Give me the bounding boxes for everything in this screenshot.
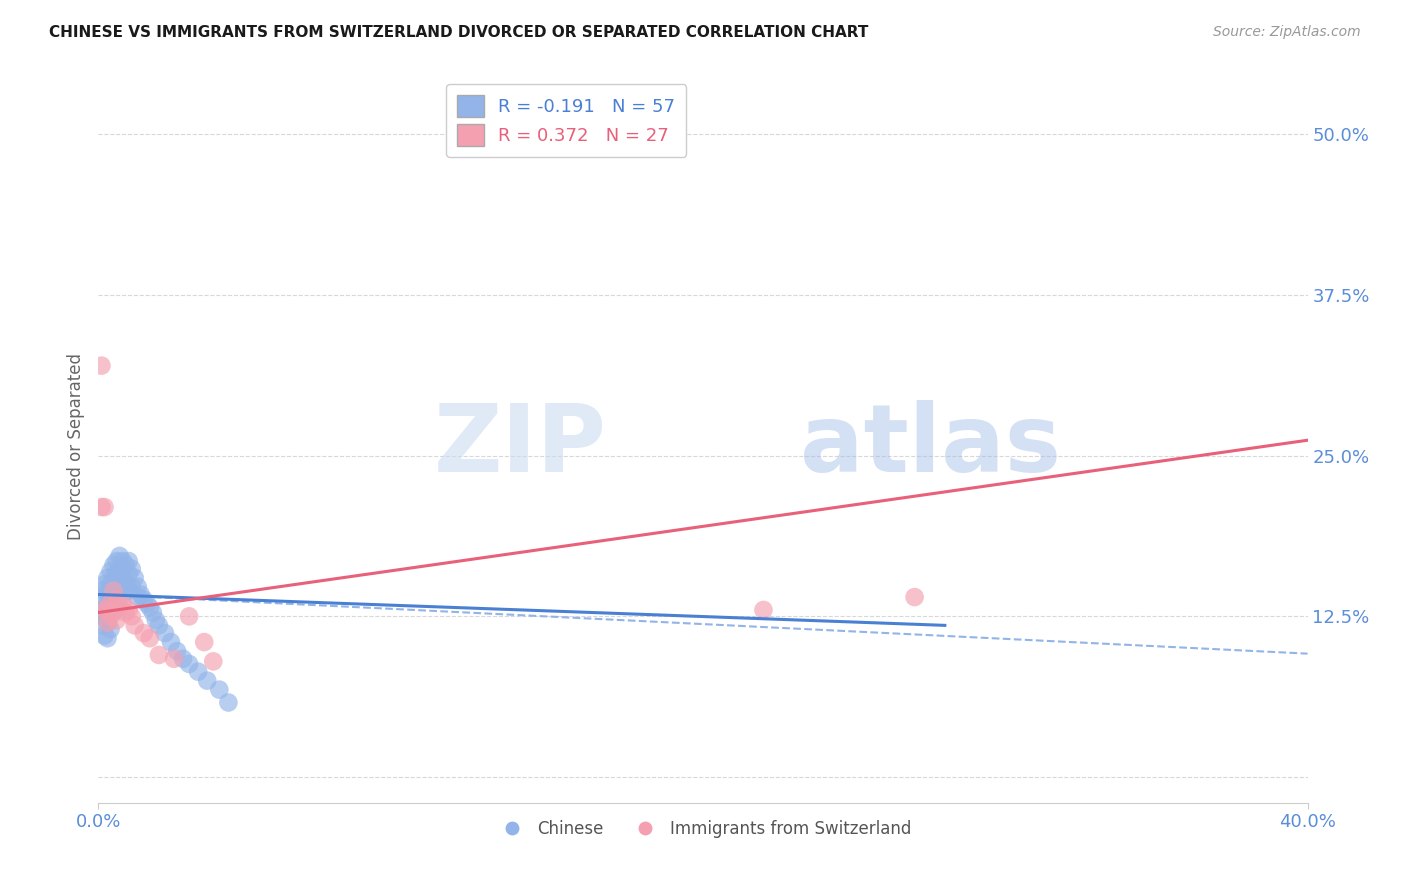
- Point: [121, 580, 143, 594]
- Point: [100, 609, 122, 624]
- Point: [127, 590, 149, 604]
- Point: [100, 606, 122, 620]
- Point: [105, 600, 128, 615]
- Point: [111, 587, 134, 601]
- Point: [193, 635, 215, 649]
- Point: [93, 500, 115, 514]
- Point: [132, 592, 155, 607]
- Point: [145, 613, 167, 627]
- Point: [108, 600, 131, 615]
- Point: [124, 618, 146, 632]
- Point: [90, 583, 112, 598]
- Point: [93, 609, 115, 624]
- Point: [103, 583, 125, 598]
- Point: [127, 580, 149, 594]
- Point: [100, 597, 122, 611]
- Point: [105, 592, 128, 607]
- Point: [96, 597, 118, 611]
- Point: [124, 571, 146, 585]
- Point: [118, 583, 141, 598]
- Point: [904, 590, 927, 604]
- Point: [166, 644, 188, 658]
- Point: [103, 587, 125, 601]
- Point: [111, 571, 134, 585]
- Point: [105, 583, 128, 598]
- Text: ZIP: ZIP: [433, 400, 606, 492]
- Point: [179, 609, 201, 624]
- Point: [103, 558, 125, 572]
- Point: [114, 577, 136, 591]
- Point: [752, 603, 775, 617]
- Point: [96, 631, 118, 645]
- Y-axis label: Divorced or Separated: Divorced or Separated: [66, 352, 84, 540]
- Point: [142, 606, 165, 620]
- Point: [217, 696, 239, 710]
- Point: [163, 652, 186, 666]
- Text: Source: ZipAtlas.com: Source: ZipAtlas.com: [1213, 25, 1361, 39]
- Point: [93, 603, 115, 617]
- Point: [148, 648, 170, 662]
- Point: [103, 606, 125, 620]
- Point: [172, 652, 194, 666]
- Point: [179, 657, 201, 671]
- Point: [103, 571, 125, 585]
- Point: [160, 635, 183, 649]
- Point: [132, 626, 155, 640]
- Point: [114, 558, 136, 572]
- Point: [96, 615, 118, 630]
- Point: [139, 600, 162, 615]
- Point: [118, 566, 141, 581]
- Point: [90, 618, 112, 632]
- Point: [90, 603, 112, 617]
- Point: [129, 587, 152, 601]
- Point: [121, 562, 143, 576]
- Point: [135, 597, 157, 611]
- Point: [96, 615, 118, 630]
- Point: [105, 566, 128, 581]
- Point: [93, 629, 115, 643]
- Point: [100, 577, 122, 591]
- Point: [96, 571, 118, 585]
- Point: [105, 613, 128, 627]
- Point: [118, 554, 141, 568]
- Point: [90, 500, 112, 514]
- Point: [139, 631, 162, 645]
- Point: [153, 626, 176, 640]
- Point: [195, 673, 218, 688]
- Point: [100, 565, 122, 579]
- Legend: Chinese, Immigrants from Switzerland: Chinese, Immigrants from Switzerland: [488, 814, 918, 845]
- Point: [121, 609, 143, 624]
- Point: [100, 622, 122, 636]
- Text: atlas: atlas: [800, 400, 1060, 492]
- Point: [108, 549, 131, 563]
- Point: [148, 618, 170, 632]
- Point: [202, 654, 225, 668]
- Point: [208, 682, 231, 697]
- Text: CHINESE VS IMMIGRANTS FROM SWITZERLAND DIVORCED OR SEPARATED CORRELATION CHART: CHINESE VS IMMIGRANTS FROM SWITZERLAND D…: [49, 25, 869, 40]
- Point: [108, 580, 131, 594]
- Point: [93, 590, 115, 604]
- Point: [111, 554, 134, 568]
- Point: [118, 603, 141, 617]
- Point: [100, 590, 122, 604]
- Point: [105, 554, 128, 568]
- Point: [187, 665, 209, 679]
- Point: [96, 583, 118, 598]
- Point: [114, 606, 136, 620]
- Point: [93, 577, 115, 591]
- Point: [108, 562, 131, 576]
- Point: [96, 603, 118, 617]
- Point: [103, 603, 125, 617]
- Point: [111, 597, 134, 611]
- Point: [90, 359, 112, 373]
